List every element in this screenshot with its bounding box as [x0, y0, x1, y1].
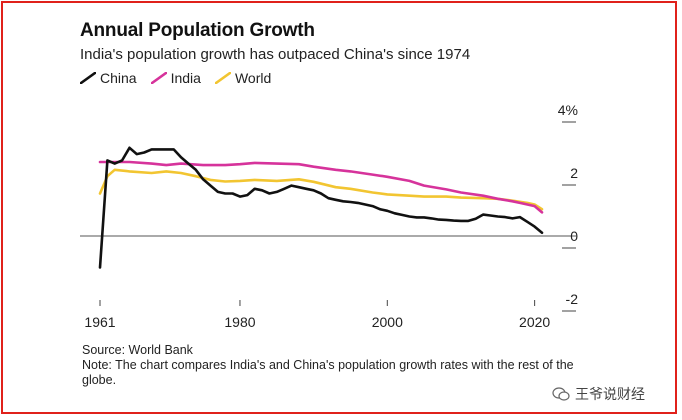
- chart-subtitle: India's population growth has outpaced C…: [80, 46, 471, 63]
- legend-swatch-china: [80, 72, 96, 84]
- y-tick-label: 0: [570, 228, 578, 244]
- legend-swatch-india: [150, 72, 167, 84]
- watermark: 王爷说财经: [552, 384, 645, 404]
- x-tick-label: 1961: [84, 314, 115, 330]
- chart-title: Annual Population Growth: [80, 20, 315, 41]
- x-tick-label: 2000: [372, 314, 403, 330]
- y-tick-label: 2: [570, 165, 578, 181]
- watermark-text: 王爷说财经: [575, 386, 645, 402]
- x-tick-label: 2020: [519, 314, 550, 330]
- note-text: Note: The chart compares India's and Chi…: [82, 358, 574, 387]
- series-line-india: [98, 160, 544, 214]
- legend-item-world: World: [214, 70, 272, 86]
- legend-label-india: India: [170, 70, 201, 86]
- y-tick-label: 4%: [558, 102, 578, 118]
- chart-frame: [1, 1, 677, 414]
- y-tick-label: -2: [566, 291, 579, 307]
- legend-swatch-world: [214, 72, 231, 84]
- series-line-world: [98, 168, 544, 211]
- legend-label-china: China: [100, 70, 137, 86]
- legend-item-china: China: [80, 70, 137, 86]
- legend-label-world: World: [234, 70, 272, 86]
- series-line-china: [98, 146, 544, 269]
- line-chart: 4% 2 0 -2 1961 1980 2000 2020: [80, 102, 579, 330]
- source-text: Source: World Bank: [82, 343, 193, 357]
- legend: China India World: [80, 70, 271, 86]
- wechat-icon: [552, 387, 570, 401]
- x-tick-label: 1980: [224, 314, 255, 330]
- source-note: Source: World Bank Note: The chart compa…: [82, 343, 602, 388]
- legend-item-india: India: [150, 70, 201, 86]
